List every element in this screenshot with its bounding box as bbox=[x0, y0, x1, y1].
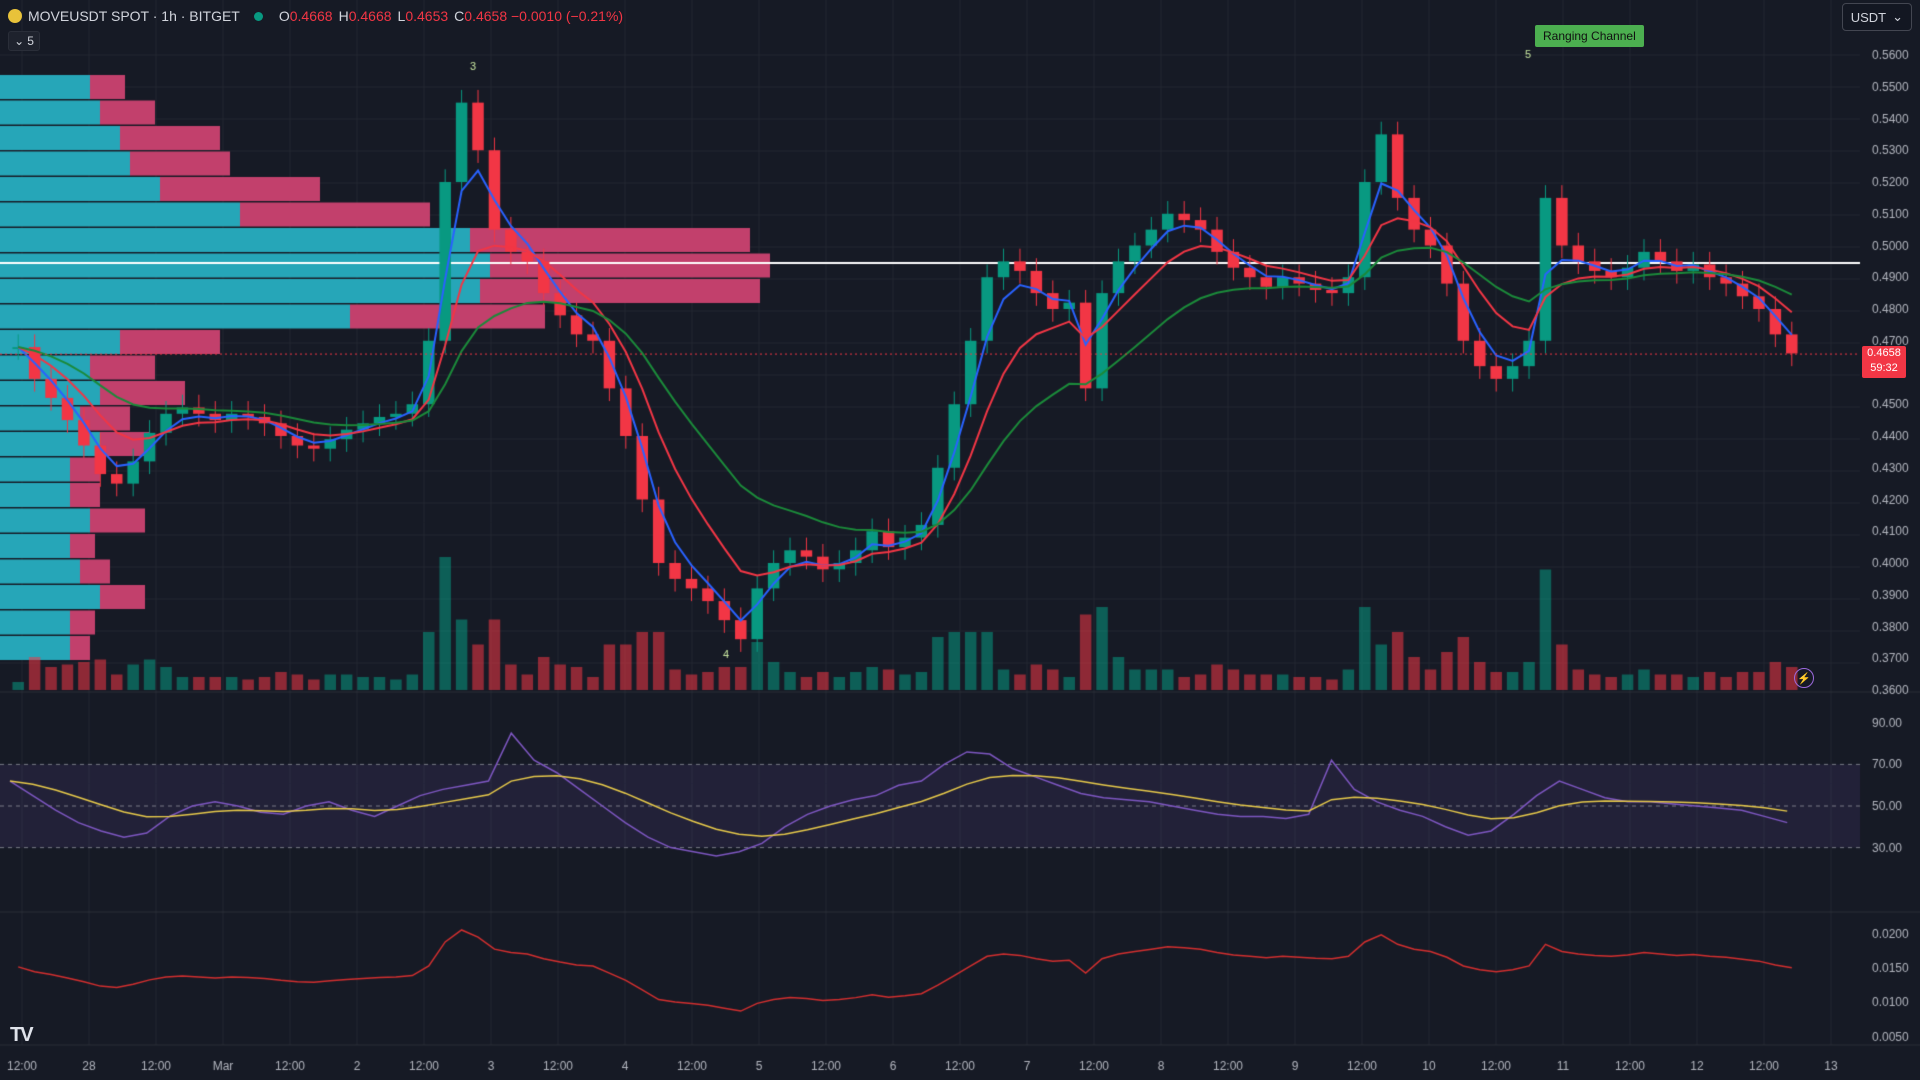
indicator-count: 5 bbox=[27, 34, 34, 48]
symbol-header: MOVEUSDT SPOT · 1h · BITGET O 0.4668 H 0.4… bbox=[8, 6, 623, 26]
ohlc-low: 0.4653 bbox=[405, 8, 449, 24]
ohlc-high: 0.4668 bbox=[348, 8, 392, 24]
tradingview-logo-icon[interactable]: TV bbox=[10, 1024, 34, 1046]
indicators-collapse-button[interactable]: ⌄ 5 bbox=[8, 31, 40, 51]
ohlc-h-label: H bbox=[338, 8, 349, 24]
current-price-badge: 0.4658 59:32 bbox=[1862, 346, 1906, 378]
lightning-icon[interactable]: ⚡ bbox=[1794, 668, 1814, 688]
ohlc-c-label: C bbox=[454, 8, 465, 24]
chevron-down-icon: ⌄ bbox=[14, 34, 25, 48]
currency-select[interactable]: USDT ⌄ bbox=[1841, 3, 1912, 31]
symbol-title[interactable]: MOVEUSDT SPOT · 1h · BITGET bbox=[28, 8, 240, 24]
ohlc-open: 0.4668 bbox=[289, 8, 333, 24]
ohlc-l-label: L bbox=[397, 8, 406, 24]
coin-logo-icon bbox=[8, 9, 22, 23]
currency-label: USDT bbox=[1850, 9, 1887, 25]
ohlc-close: 0.4658 −0.0010 (−0.21%) bbox=[464, 8, 624, 24]
ohlc-o-label: O bbox=[278, 8, 290, 24]
current-price: 0.4658 bbox=[1867, 347, 1901, 359]
ranging-channel-label[interactable]: Ranging Channel bbox=[1535, 25, 1644, 47]
chevron-down-icon: ⌄ bbox=[1892, 9, 1903, 24]
market-status-icon bbox=[253, 11, 263, 21]
bar-countdown: 59:32 bbox=[1870, 362, 1898, 374]
